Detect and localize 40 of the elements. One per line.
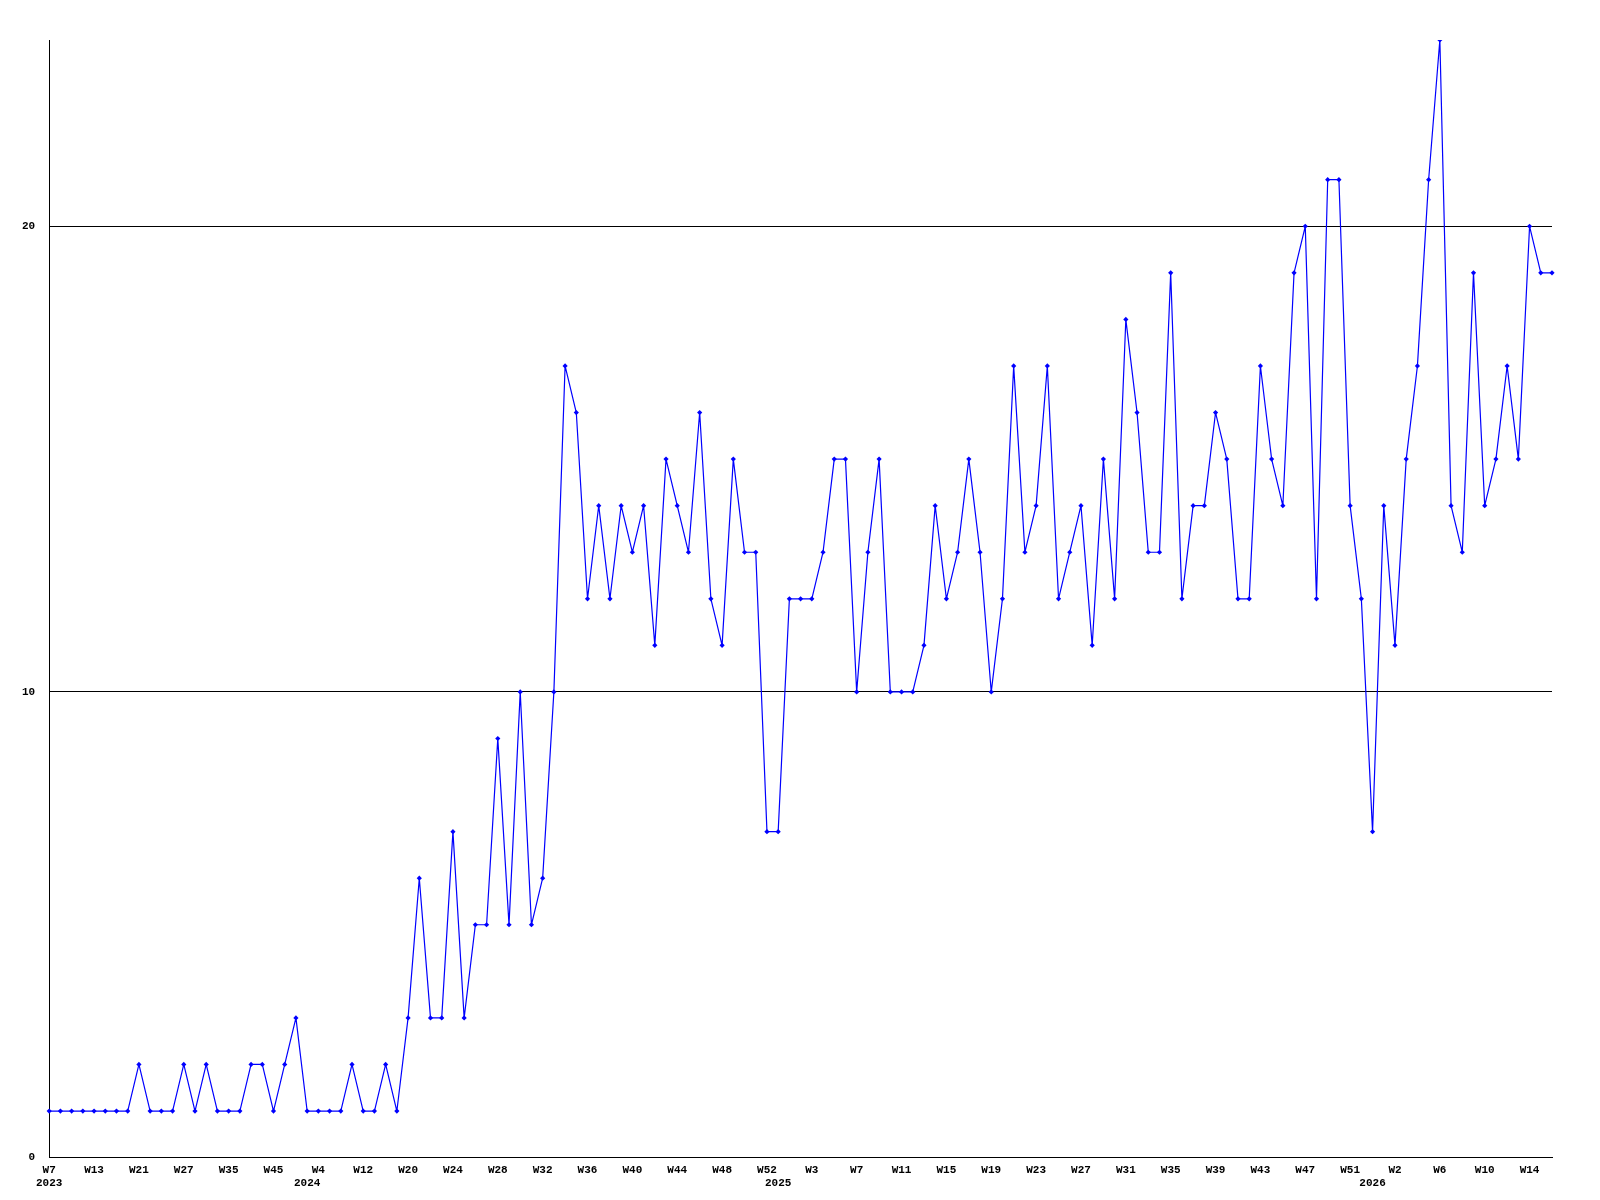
x-tick-label: W14 [1519, 1163, 1540, 1176]
x-tick-label: W35 [1160, 1163, 1181, 1176]
y-tick-label: 10 [22, 685, 36, 698]
x-tick-label: W21 [129, 1163, 150, 1176]
x-tick-label: W7 [850, 1163, 864, 1176]
x-tick-label: W43 [1250, 1163, 1271, 1176]
x-tick-label: W52 [757, 1163, 777, 1176]
x-tick-label: W15 [936, 1163, 957, 1176]
x-tick-label: W27 [173, 1163, 194, 1176]
x-tick-label: W45 [263, 1163, 284, 1176]
x-tick-label: W28 [487, 1163, 509, 1176]
x-tick-label: W11 [891, 1163, 912, 1176]
x-tick-label: W4 [311, 1163, 326, 1176]
x-tick-label: W51 [1340, 1163, 1361, 1176]
x-tick-label: W24 [443, 1163, 464, 1176]
y-tick-label: 20 [22, 220, 36, 233]
x-tick-label: W40 [622, 1163, 643, 1176]
x-tick-label: 2026 [1359, 1177, 1386, 1190]
x-tick-label: 2025 [764, 1177, 792, 1190]
x-tick-label: W6 [1433, 1163, 1447, 1176]
x-tick-label: W48 [712, 1163, 733, 1176]
x-tick-label: W35 [218, 1163, 239, 1176]
x-tick-label: W36 [577, 1163, 598, 1176]
x-tick-label: W19 [981, 1163, 1002, 1176]
x-tick-label: W47 [1295, 1163, 1316, 1176]
x-tick-label: 2024 [293, 1177, 321, 1190]
x-tick-label: W39 [1205, 1163, 1226, 1176]
x-tick-label: W2 [1388, 1163, 1402, 1176]
x-tick-label: W23 [1026, 1163, 1047, 1176]
x-tick-label: W32 [532, 1163, 553, 1176]
x-tick-label: W13 [84, 1163, 105, 1176]
y-tick-label: 0 [28, 1151, 36, 1164]
x-tick-label: W12 [353, 1163, 374, 1176]
x-tick-label: W31 [1115, 1163, 1137, 1176]
x-tick-label: W3 [805, 1163, 819, 1176]
x-tick-label: W10 [1474, 1163, 1495, 1176]
x-tick-label: W7 2023 [36, 1163, 63, 1190]
x-tick-label: W27 [1071, 1163, 1091, 1176]
x-tick-label: W44 [667, 1163, 688, 1176]
x-tick-label: W20 [398, 1163, 418, 1176]
